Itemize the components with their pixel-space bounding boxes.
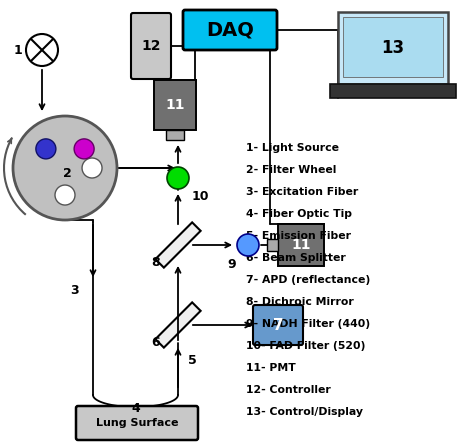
Text: 13: 13 (382, 39, 405, 57)
Text: 8: 8 (152, 256, 160, 268)
Text: 2: 2 (63, 167, 72, 179)
Text: 7- APD (reflectance): 7- APD (reflectance) (246, 275, 370, 285)
FancyBboxPatch shape (267, 239, 278, 251)
Text: 5: 5 (188, 354, 197, 366)
Text: 10- FAD Filter (520): 10- FAD Filter (520) (246, 341, 365, 351)
Text: 5- Emission Fiber: 5- Emission Fiber (246, 231, 351, 241)
Text: 11- PMT: 11- PMT (246, 363, 296, 373)
FancyBboxPatch shape (278, 224, 324, 266)
Text: 13- Control/Display: 13- Control/Display (246, 407, 363, 417)
Text: 3- Excitation Fiber: 3- Excitation Fiber (246, 187, 358, 197)
Circle shape (237, 234, 259, 256)
Text: 9: 9 (228, 259, 237, 272)
Text: 7: 7 (273, 318, 283, 333)
Text: 1: 1 (13, 43, 22, 57)
Circle shape (82, 158, 102, 178)
Text: 1- Light Source: 1- Light Source (246, 143, 339, 153)
FancyBboxPatch shape (183, 10, 277, 50)
Polygon shape (155, 222, 201, 268)
Text: 8- Dichroic Mirror: 8- Dichroic Mirror (246, 297, 354, 307)
Text: 3: 3 (71, 284, 79, 296)
Text: 10: 10 (192, 190, 210, 202)
FancyBboxPatch shape (253, 305, 303, 345)
Text: 4- Fiber Optic Tip: 4- Fiber Optic Tip (246, 209, 352, 219)
FancyBboxPatch shape (166, 130, 184, 140)
Text: Lung Surface: Lung Surface (96, 418, 178, 428)
FancyBboxPatch shape (330, 84, 456, 98)
FancyBboxPatch shape (76, 406, 198, 440)
FancyBboxPatch shape (343, 17, 443, 77)
Circle shape (167, 167, 189, 189)
Text: 6: 6 (152, 335, 160, 349)
Text: 12: 12 (141, 39, 161, 53)
Text: DAQ: DAQ (206, 20, 254, 39)
Text: 4: 4 (131, 403, 140, 416)
Text: 9- NADH Filter (440): 9- NADH Filter (440) (246, 319, 370, 329)
Polygon shape (155, 303, 201, 348)
FancyBboxPatch shape (338, 12, 448, 84)
Circle shape (74, 139, 94, 159)
Circle shape (13, 116, 117, 220)
Text: 2- Filter Wheel: 2- Filter Wheel (246, 165, 337, 175)
Circle shape (55, 185, 75, 205)
Text: 11: 11 (165, 98, 185, 112)
FancyBboxPatch shape (131, 13, 171, 79)
Text: 6- Beam Splitter: 6- Beam Splitter (246, 253, 346, 263)
Text: 11: 11 (291, 238, 311, 252)
Text: 12- Controller: 12- Controller (246, 385, 331, 395)
Circle shape (36, 139, 56, 159)
Circle shape (26, 34, 58, 66)
FancyBboxPatch shape (154, 80, 196, 130)
